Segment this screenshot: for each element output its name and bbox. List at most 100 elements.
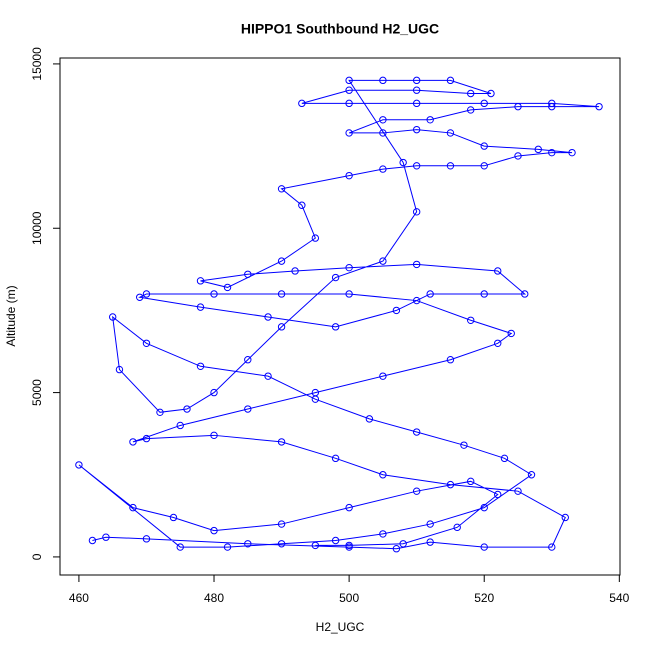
point	[129, 503, 137, 512]
point	[494, 490, 502, 499]
point	[88, 536, 97, 545]
point	[210, 290, 218, 298]
point	[379, 76, 387, 85]
point	[345, 129, 353, 137]
point	[412, 208, 421, 216]
point	[244, 540, 252, 548]
point	[412, 162, 421, 170]
point	[291, 267, 299, 275]
point	[446, 356, 455, 364]
point	[210, 431, 218, 440]
point	[480, 162, 488, 170]
point	[480, 142, 488, 150]
point	[244, 270, 252, 278]
point	[379, 165, 387, 173]
point	[379, 471, 387, 479]
point	[379, 372, 387, 380]
point	[460, 441, 468, 449]
point	[521, 290, 529, 298]
point	[412, 487, 421, 495]
point	[311, 395, 320, 403]
point	[527, 471, 536, 479]
point	[548, 99, 556, 108]
point	[311, 541, 320, 550]
chart-title: HIPPO1 Southbound H2_UGC	[241, 21, 439, 37]
point	[331, 454, 340, 463]
x-tick-label: 500	[339, 591, 359, 605]
point	[365, 415, 374, 423]
point	[277, 290, 286, 298]
point	[223, 283, 232, 292]
point	[399, 158, 407, 167]
point	[568, 148, 576, 157]
point	[412, 76, 421, 85]
point	[446, 162, 455, 170]
point	[534, 145, 542, 154]
point	[480, 290, 488, 298]
plot-box	[59, 57, 621, 576]
point	[156, 408, 164, 417]
point	[331, 273, 340, 282]
point	[480, 543, 488, 551]
point	[142, 339, 151, 347]
point	[196, 277, 205, 285]
point	[142, 535, 151, 543]
series-line	[78, 79, 600, 550]
point	[561, 513, 569, 522]
point	[264, 313, 272, 321]
point	[514, 487, 522, 495]
point	[399, 540, 407, 548]
point	[210, 388, 218, 397]
point	[379, 257, 387, 265]
point	[487, 89, 495, 98]
point	[446, 480, 455, 489]
point	[142, 434, 151, 443]
point	[412, 260, 421, 269]
point	[277, 520, 286, 528]
point	[426, 520, 434, 528]
point	[210, 526, 218, 535]
y-tick-label: 5000	[30, 379, 44, 406]
point	[345, 290, 353, 298]
point	[379, 129, 387, 137]
point	[494, 267, 502, 275]
point	[426, 290, 434, 298]
point	[277, 438, 286, 446]
point	[142, 290, 151, 298]
point	[548, 102, 556, 111]
point	[102, 533, 110, 541]
x-tick-label: 540	[609, 591, 629, 605]
point	[412, 296, 421, 305]
point	[176, 421, 184, 430]
point	[514, 102, 522, 111]
point	[480, 503, 488, 512]
point	[277, 185, 286, 193]
point	[298, 99, 306, 108]
point	[467, 316, 475, 324]
point	[264, 372, 272, 380]
point	[169, 513, 178, 522]
point	[277, 540, 286, 548]
point	[500, 454, 509, 463]
point	[548, 148, 556, 157]
point	[244, 405, 252, 413]
point	[514, 152, 522, 160]
point	[183, 405, 191, 413]
point	[331, 536, 340, 545]
point	[129, 438, 137, 446]
point	[223, 543, 232, 551]
point	[494, 339, 502, 347]
point	[115, 365, 124, 374]
point	[136, 293, 144, 301]
point	[426, 116, 434, 124]
point	[426, 538, 434, 546]
point	[446, 129, 455, 137]
point	[345, 76, 353, 85]
x-tick-label: 460	[69, 591, 89, 605]
point	[412, 125, 421, 134]
point	[244, 356, 252, 364]
y-tick-label: 0	[30, 553, 44, 560]
point	[277, 323, 286, 331]
point	[108, 313, 117, 321]
